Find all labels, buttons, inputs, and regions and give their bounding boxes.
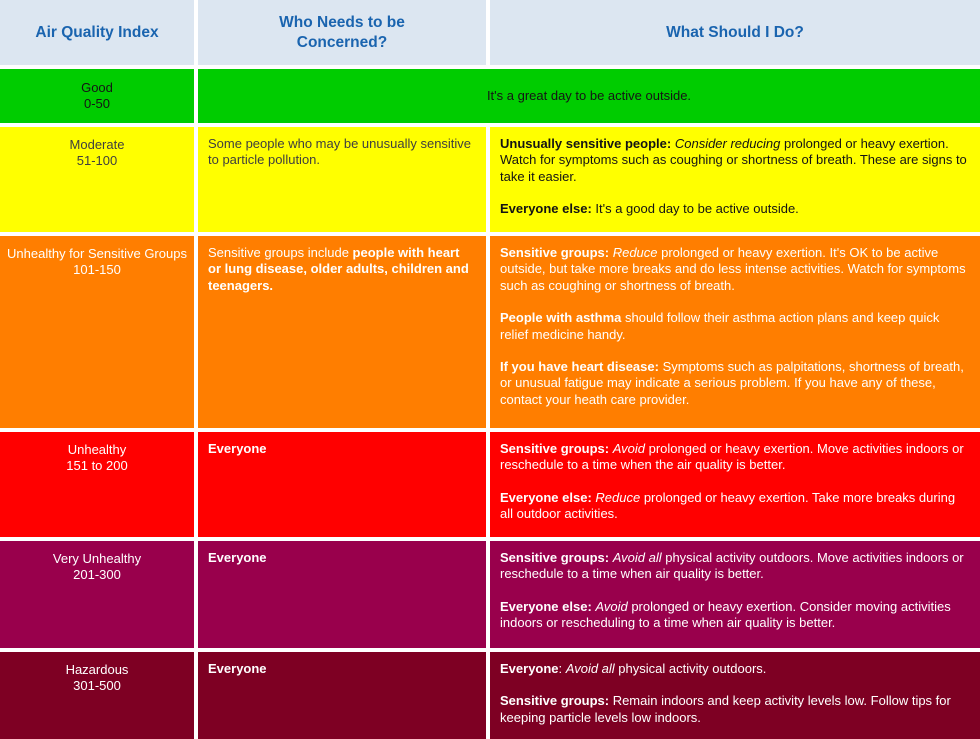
moderate-advice-cell: Unusually sensitive people: Consider red… <box>490 127 980 232</box>
header-who-needs-to-be-concerned: Who Needs to be Concerned? <box>198 0 486 65</box>
very-unhealthy-level-label: Very Unhealthy <box>52 551 142 566</box>
moderate-level-cell: Moderate 51-100 <box>0 127 194 232</box>
usg-level-label: Unhealthy for Sensitive Groups <box>7 246 187 261</box>
usg-range-label: 101-150 <box>73 262 121 278</box>
moderate-range-label: 51-100 <box>76 153 118 169</box>
usg-level-cell: Unhealthy for Sensitive Groups 101-150 <box>0 236 194 428</box>
very-unhealthy-advice-cell: Sensitive groups: Avoid all physical act… <box>490 541 980 648</box>
unhealthy-level-label: Unhealthy <box>67 442 127 457</box>
usg-who-cell: Sensitive groups include people with hea… <box>198 236 486 428</box>
good-range-label: 0-50 <box>83 96 111 111</box>
very-unhealthy-range-label: 201-300 <box>73 567 121 583</box>
unhealthy-range-label: 151 to 200 <box>66 458 128 474</box>
hazardous-range-label: 301-500 <box>73 678 121 694</box>
unhealthy-level-cell: Unhealthy 151 to 200 <box>0 432 194 537</box>
unhealthy-who-cell: Everyone <box>198 432 486 537</box>
hazardous-level-cell: Hazardous 301-500 <box>0 652 194 739</box>
header-air-quality-index: Air Quality Index <box>0 0 194 65</box>
usg-advice-cell: Sensitive groups: Reduce prolonged or he… <box>490 236 980 428</box>
hazardous-who-cell: Everyone <box>198 652 486 739</box>
good-level-label: Good <box>81 79 113 95</box>
moderate-who-cell: Some people who may be unusually sensiti… <box>198 127 486 232</box>
header-what-should-i-do: What Should I Do? <box>490 0 980 65</box>
moderate-level-label: Moderate <box>69 137 125 152</box>
hazardous-level-label: Hazardous <box>65 662 129 677</box>
unhealthy-advice-cell: Sensitive groups: Avoid prolonged or hea… <box>490 432 980 537</box>
very-unhealthy-who-cell: Everyone <box>198 541 486 648</box>
good-level-cell: Good 0-50 <box>0 69 194 123</box>
hazardous-advice-cell: Everyone: Avoid all physical activity ou… <box>490 652 980 739</box>
good-advice-cell: It's a great day to be active outside. <box>198 69 980 123</box>
very-unhealthy-level-cell: Very Unhealthy 201-300 <box>0 541 194 648</box>
